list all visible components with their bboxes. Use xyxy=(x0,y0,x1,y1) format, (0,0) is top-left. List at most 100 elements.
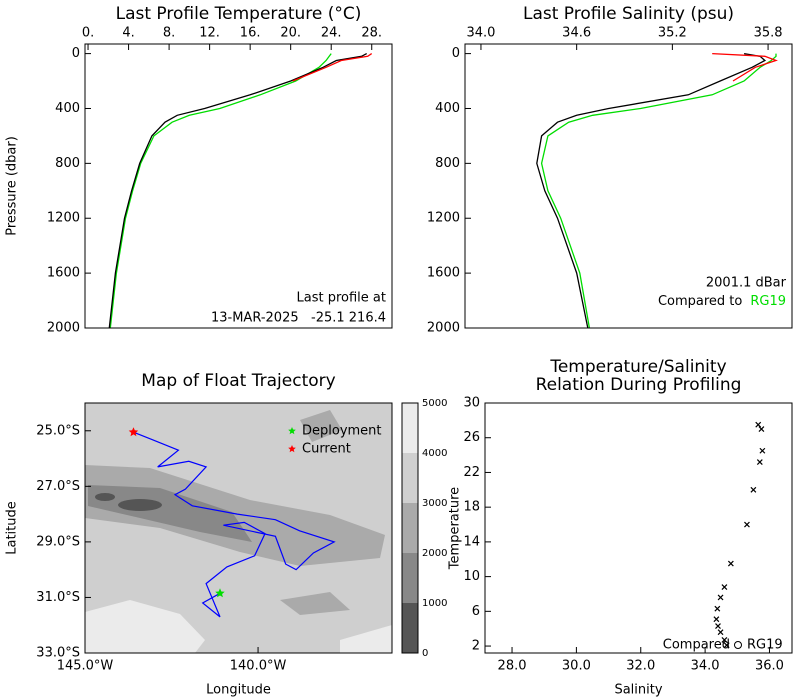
legend-marker xyxy=(288,427,296,435)
x-tick-label: 12. xyxy=(199,26,220,41)
x-tick-label: 24. xyxy=(321,26,342,41)
colorbar-band xyxy=(402,403,418,453)
float-marker xyxy=(128,427,139,437)
ts-point xyxy=(714,605,721,612)
ts-point xyxy=(756,459,763,465)
y-tick-label: 400 xyxy=(55,101,80,116)
x-tick-label: 4. xyxy=(122,26,134,41)
profile-line xyxy=(108,53,368,329)
comparison-text: Compared to xyxy=(658,294,742,309)
ts-point xyxy=(750,486,757,493)
comparison-label: RG19 xyxy=(747,638,783,653)
y-tick-label: 400 xyxy=(435,101,460,116)
y-tick-label: 2000 xyxy=(427,321,460,336)
y-tick-label: 31.0°S xyxy=(36,590,80,605)
y-tick-label: 29.0°S xyxy=(36,534,80,549)
chart-title: Relation During Profiling xyxy=(536,375,742,395)
x-tick-label: 35.2 xyxy=(658,26,687,41)
annotation: Last profile at xyxy=(297,291,386,306)
x-tick-label: 30.0 xyxy=(562,659,591,674)
ts-point xyxy=(721,584,728,590)
x-tick-label: 145.0°W xyxy=(57,659,114,674)
plot-frame xyxy=(84,43,393,329)
x-axis-label: Salinity xyxy=(614,683,662,698)
y-tick-label: 1600 xyxy=(427,266,460,281)
chart-title: Last Profile Salinity (psu) xyxy=(523,4,734,24)
colorbar-band xyxy=(402,453,418,503)
y-axis-label: Temperature xyxy=(448,487,463,570)
y-tick-label: 1200 xyxy=(47,211,80,226)
plot-frame xyxy=(484,402,793,654)
chart-title: Map of Float Trajectory xyxy=(141,371,335,391)
colorbar-tick-label: 0 xyxy=(422,648,428,659)
x-tick-label: 16. xyxy=(240,26,261,41)
ts-point xyxy=(758,426,765,432)
ts-point xyxy=(717,594,724,601)
x-tick-label: 34.6 xyxy=(562,26,591,41)
ts-point xyxy=(715,623,721,630)
x-tick-label: 0. xyxy=(82,26,94,41)
y-tick-label: 18 xyxy=(463,500,480,515)
x-tick-label: 140.0°W xyxy=(230,659,287,674)
ts-point xyxy=(759,447,766,454)
ts-point xyxy=(717,629,724,636)
y-tick-label: 0 xyxy=(452,46,460,61)
trajectory xyxy=(133,431,336,618)
ts-point xyxy=(755,421,762,428)
x-axis-label: Longitude xyxy=(206,683,271,698)
colorbar-tick-label: 4000 xyxy=(422,448,447,459)
y-tick-label: 25.0°S xyxy=(36,423,80,438)
comparison-text: Compared xyxy=(663,638,730,653)
annotation: 2001.1 dBar xyxy=(706,276,787,291)
float-marker xyxy=(215,588,225,598)
y-tick-label: 26 xyxy=(463,430,480,445)
y-tick-label: 800 xyxy=(55,156,80,171)
colorbar-band xyxy=(402,603,418,653)
ts-point xyxy=(713,616,720,623)
colorbar-tick-label: 5000 xyxy=(422,398,447,409)
x-tick-label: 32.0 xyxy=(626,659,655,674)
colorbar-tick-label: 1000 xyxy=(422,598,447,609)
annotation: 13-MAR-2025 -25.1 216.4 xyxy=(211,311,386,326)
x-tick-label: 8. xyxy=(163,26,175,41)
chart-title: Temperature/Salinity xyxy=(549,357,726,377)
ts-point xyxy=(721,637,728,643)
profile-line xyxy=(109,53,332,329)
x-tick-label: 28.0 xyxy=(498,659,527,674)
y-tick-label: 1600 xyxy=(47,266,80,281)
y-tick-label: 10 xyxy=(463,569,480,584)
x-tick-label: 34.0 xyxy=(466,26,495,41)
colorbar-frame xyxy=(401,402,419,654)
ts-point xyxy=(727,560,734,567)
bathy-seamount xyxy=(300,410,342,442)
x-tick-label: 28. xyxy=(361,26,382,41)
bathy-ridge xyxy=(88,485,252,542)
x-tick-label: 20. xyxy=(280,26,301,41)
x-tick-label: 36.0 xyxy=(755,659,784,674)
comparison-label: RG19 xyxy=(750,294,786,309)
colorbar-band xyxy=(402,553,418,603)
legend-marker xyxy=(288,445,296,453)
plot-frame xyxy=(464,43,793,329)
y-axis-label: Latitude xyxy=(5,501,20,555)
bathymetry xyxy=(85,403,392,653)
chart-title: Last Profile Temperature (°C) xyxy=(116,4,362,24)
comparison-marker xyxy=(734,641,742,649)
y-tick-label: 30 xyxy=(463,396,480,411)
profile-line xyxy=(292,53,373,82)
x-tick-label: 35.8 xyxy=(754,26,783,41)
y-tick-label: 14 xyxy=(463,534,480,549)
bathy-peak xyxy=(118,499,162,511)
ts-point xyxy=(723,642,730,649)
y-tick-label: 2 xyxy=(472,639,480,654)
comparison-note: Compared to RG19 xyxy=(658,294,786,309)
bathy-deep xyxy=(340,625,392,653)
y-axis-label: Pressure (dbar) xyxy=(5,136,20,236)
colorbar-band xyxy=(402,503,418,553)
profile-line xyxy=(712,52,778,82)
ts-point xyxy=(744,521,750,528)
y-tick-label: 22 xyxy=(463,465,480,480)
y-tick-label: 6 xyxy=(472,604,480,619)
profile-line xyxy=(536,52,767,329)
